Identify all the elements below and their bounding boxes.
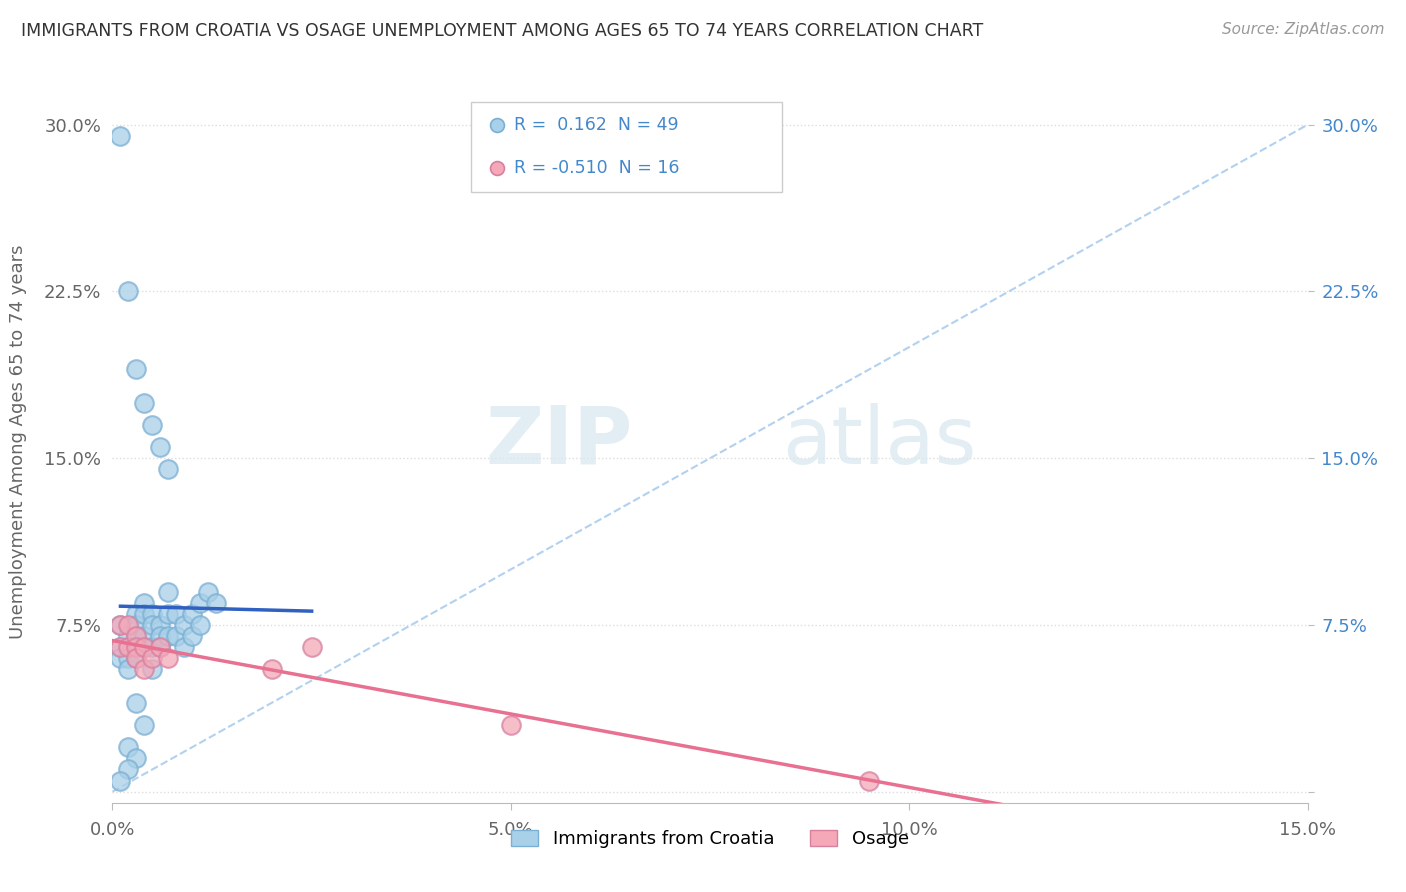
- Point: [125, 651, 148, 665]
- Point: [110, 618, 132, 632]
- Point: [188, 618, 211, 632]
- Point: [125, 362, 148, 376]
- Point: [141, 640, 163, 655]
- Point: [117, 651, 139, 665]
- Point: [181, 607, 204, 621]
- Point: [858, 773, 880, 788]
- Point: [117, 640, 139, 655]
- Text: R =  0.162  N = 49: R = 0.162 N = 49: [515, 116, 679, 134]
- Point: [141, 618, 163, 632]
- Point: [110, 618, 132, 632]
- Point: [134, 640, 156, 655]
- Point: [125, 651, 148, 665]
- Point: [165, 629, 187, 643]
- Point: [188, 596, 211, 610]
- Point: [157, 651, 180, 665]
- Point: [117, 618, 139, 632]
- Point: [134, 718, 156, 732]
- Point: [110, 640, 132, 655]
- Point: [141, 662, 163, 676]
- Point: [149, 640, 172, 655]
- Point: [134, 596, 156, 610]
- Point: [125, 696, 148, 710]
- Point: [141, 651, 163, 665]
- Point: [205, 596, 228, 610]
- Point: [125, 640, 148, 655]
- Point: [157, 462, 180, 476]
- Point: [117, 662, 139, 676]
- Point: [141, 417, 163, 432]
- Point: [117, 740, 139, 755]
- Point: [125, 607, 148, 621]
- Point: [149, 629, 172, 643]
- Point: [117, 285, 139, 299]
- Point: [110, 651, 132, 665]
- Legend: Immigrants from Croatia, Osage: Immigrants from Croatia, Osage: [503, 822, 917, 855]
- Point: [165, 607, 187, 621]
- Point: [197, 584, 219, 599]
- Point: [110, 773, 132, 788]
- Text: R = -0.510  N = 16: R = -0.510 N = 16: [515, 160, 679, 178]
- Point: [125, 629, 148, 643]
- Point: [110, 128, 132, 143]
- Y-axis label: Unemployment Among Ages 65 to 74 years: Unemployment Among Ages 65 to 74 years: [10, 244, 27, 639]
- Point: [141, 607, 163, 621]
- Text: atlas: atlas: [782, 402, 976, 481]
- Point: [125, 629, 148, 643]
- Point: [173, 618, 195, 632]
- Point: [301, 640, 323, 655]
- Point: [149, 618, 172, 632]
- Point: [260, 662, 283, 676]
- Point: [125, 618, 148, 632]
- Point: [134, 607, 156, 621]
- Point: [134, 662, 156, 676]
- Text: IMMIGRANTS FROM CROATIA VS OSAGE UNEMPLOYMENT AMONG AGES 65 TO 74 YEARS CORRELAT: IMMIGRANTS FROM CROATIA VS OSAGE UNEMPLO…: [21, 22, 983, 40]
- FancyBboxPatch shape: [471, 102, 782, 193]
- Text: ZIP: ZIP: [485, 402, 633, 481]
- Point: [173, 640, 195, 655]
- Point: [149, 440, 172, 454]
- Point: [110, 640, 132, 655]
- Point: [134, 395, 156, 409]
- Point: [134, 640, 156, 655]
- Point: [149, 640, 172, 655]
- Text: Source: ZipAtlas.com: Source: ZipAtlas.com: [1222, 22, 1385, 37]
- Point: [134, 629, 156, 643]
- Point: [157, 584, 180, 599]
- Point: [157, 629, 180, 643]
- Point: [117, 763, 139, 777]
- Point: [125, 640, 148, 655]
- Point: [125, 751, 148, 765]
- Point: [157, 607, 180, 621]
- Point: [499, 718, 522, 732]
- Point: [117, 629, 139, 643]
- Point: [181, 629, 204, 643]
- Point: [117, 640, 139, 655]
